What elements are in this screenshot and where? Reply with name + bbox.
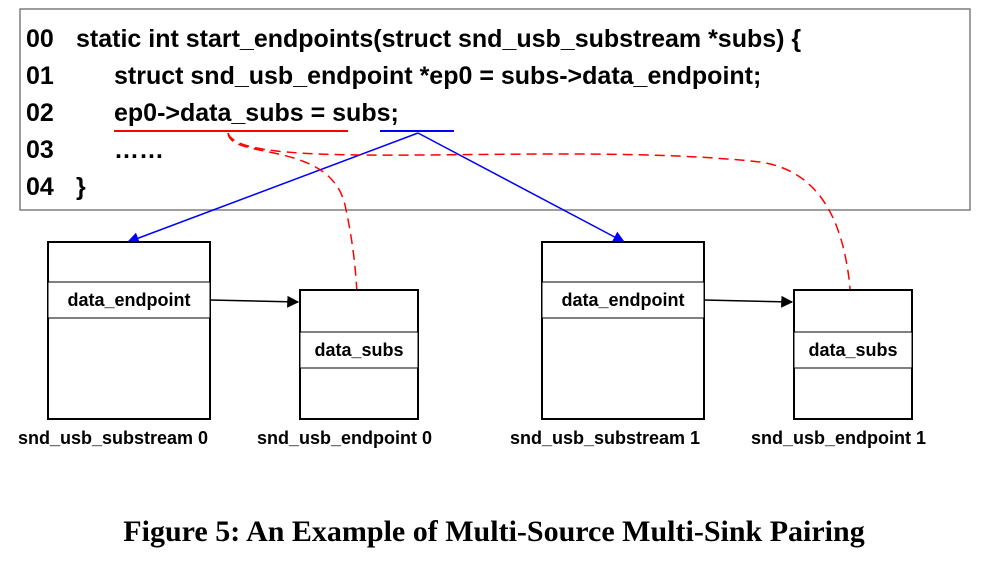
endpoint-0-field: data_subs <box>314 340 403 360</box>
endpoint-0-name: snd_usb_endpoint 0 <box>257 428 432 448</box>
pointer-arrow-0 <box>209 295 300 308</box>
code-line-text-04: } <box>76 173 86 201</box>
code-box <box>19 8 971 211</box>
substream-1-field: data_endpoint <box>561 290 684 310</box>
code-line-num-01: 01 <box>26 62 54 90</box>
substream-0-field-box <box>47 281 211 319</box>
substream-0-field: data_endpoint <box>67 290 190 310</box>
endpoint-1-name: snd_usb_endpoint 1 <box>751 428 926 448</box>
source-arrow-0 <box>126 132 419 244</box>
substream-1-box <box>541 241 705 420</box>
substream-1-name: snd_usb_substream 1 <box>510 428 700 448</box>
substream-0-name: snd_usb_substream 0 <box>18 428 208 448</box>
endpoint-0-field-box <box>299 331 419 369</box>
substream-0-box <box>47 241 211 420</box>
source-arrow-1 <box>417 132 626 243</box>
code-line-text-00: static int start_endpoints(struct snd_us… <box>76 25 801 53</box>
code-line-text-03: …… <box>114 136 164 164</box>
code-line-text-01: struct snd_usb_endpoint *ep0 = subs->dat… <box>114 62 761 90</box>
code-line-num-02: 02 <box>26 99 54 127</box>
code-line-num-04: 04 <box>26 173 54 201</box>
substream-1-field-box <box>541 281 705 319</box>
code-line-text-02: ep0->data_subs = subs; <box>114 99 399 127</box>
pointer-arrow-1 <box>703 295 794 308</box>
code-line-num-00: 00 <box>26 25 54 53</box>
sink-curve-1 <box>227 132 853 333</box>
figure-caption: Figure 5: An Example of Multi-Source Mul… <box>123 515 864 548</box>
endpoint-1-field: data_subs <box>808 340 897 360</box>
endpoint-1-field-box <box>793 331 913 369</box>
code-line-num-03: 03 <box>26 136 54 164</box>
